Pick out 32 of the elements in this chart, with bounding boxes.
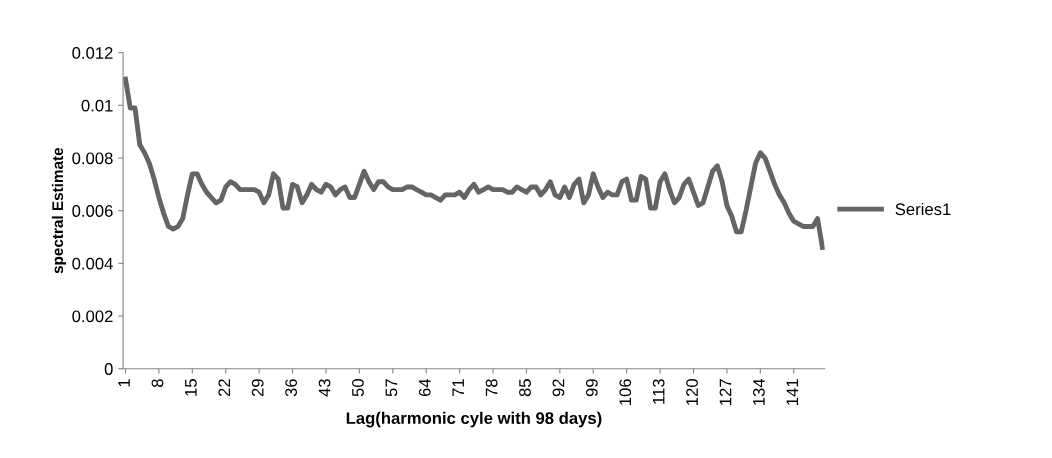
y-tick-label: 0.01 [81,99,113,112]
x-tick-label: 106 [619,379,632,405]
y-tick-label: 0.002 [72,310,113,323]
x-tick-label: 134 [753,378,765,405]
x-tick-label: 50 [352,379,364,397]
x-tick-label: 92 [552,379,565,397]
line-series [123,76,825,250]
y-tick-label: 0.006 [72,205,113,217]
x-tick-label: 15 [185,379,197,396]
y-axis-title: spectral Estimate [51,147,67,274]
x-tick-label: 113 [652,379,665,404]
y-tick-label: 0.008 [72,152,113,165]
x-tick-label: 43 [318,379,331,397]
x-tick-label: 57 [385,379,398,397]
x-tick-label: 22 [218,379,231,397]
x-tick-label: 141 [786,379,799,405]
x-tick-label: 36 [285,379,298,397]
x-tick-label: 29 [251,379,264,397]
x-axis-title: Lag(harmonic cyle with 98 days) [346,411,602,428]
y-tick-label: 0 [104,363,113,375]
x-tick-label: 64 [418,378,431,397]
y-tick-label: 0.012 [72,47,113,59]
x-tick-label: 8 [151,379,164,387]
x-tick-label: 78 [485,379,498,397]
x-tick-label: 85 [519,379,531,397]
x-tick-label: 71 [452,379,464,397]
legend-label: Series1 [895,202,951,216]
x-tick-label: 1 [118,379,130,387]
x-tick-label: 120 [686,379,698,405]
y-tick-label: 0.004 [72,257,113,270]
x-tick-label: 99 [585,379,598,397]
x-tick-label: 127 [719,379,732,405]
